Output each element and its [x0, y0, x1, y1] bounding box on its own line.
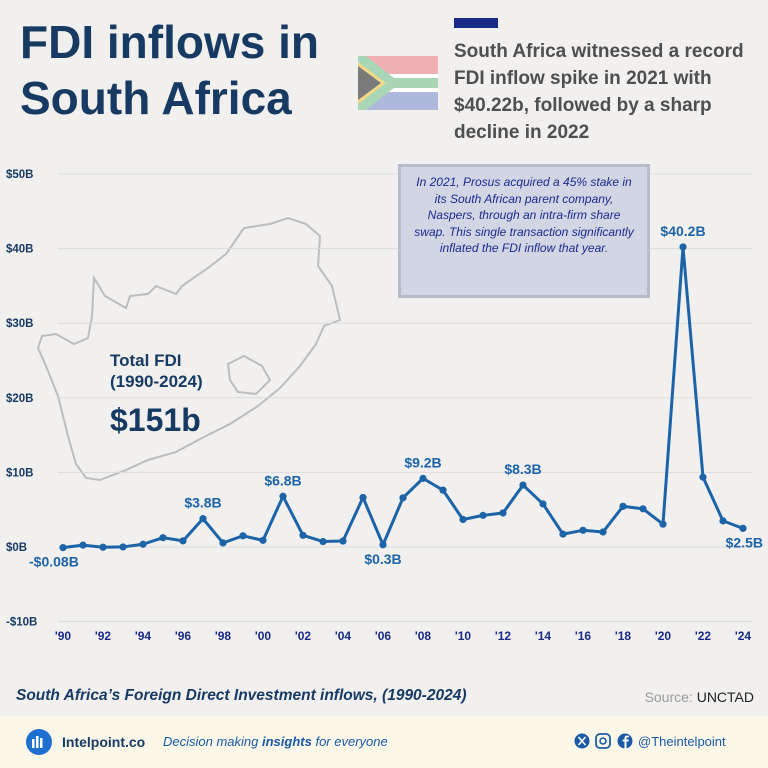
data-point: [439, 486, 447, 494]
x-tick-label: '94: [135, 629, 152, 643]
data-point: [399, 494, 407, 502]
data-point: [259, 536, 267, 544]
x-tick-label: '92: [95, 629, 112, 643]
data-point: [539, 500, 547, 508]
social-handle[interactable]: @Theintelpoint: [638, 734, 726, 749]
x-tick-label: '06: [375, 629, 392, 643]
chart-caption: South Africa’s Foreign Direct Investment…: [16, 687, 467, 704]
annotation-text: In 2021, Prosus acquired a 45% stake in …: [414, 175, 634, 255]
x-tick-label: '20: [655, 629, 672, 643]
data-point: [359, 493, 367, 502]
y-tick-label: $20B: [6, 393, 34, 405]
data-point: [119, 543, 127, 551]
y-tick-label: $0B: [6, 542, 27, 554]
data-point: [59, 543, 67, 552]
x-tick-label: '96: [175, 629, 192, 643]
tagline-bold: insights: [262, 734, 312, 749]
fdi-line-chart: -$10B $0B $10B $20B $30B $40B $50B '90 '92 '94 '96…: [6, 169, 763, 643]
y-tick-label: $50B: [6, 169, 34, 181]
data-point: [79, 541, 87, 549]
x-tick-label: '90: [55, 629, 72, 643]
data-point: [679, 243, 687, 251]
data-point: [219, 539, 227, 547]
x-tick-label: '16: [575, 629, 592, 643]
data-point: [159, 534, 167, 542]
brand-logo-icon[interactable]: [26, 729, 52, 755]
x-tick-label: '10: [455, 629, 472, 643]
data-point: [419, 474, 427, 482]
data-label: -$0.08B: [29, 554, 79, 570]
source-note: Source: UNCTAD: [645, 689, 754, 705]
x-tick-label: '98: [215, 629, 232, 643]
data-point: [739, 524, 747, 532]
page-title: FDI inflows in South Africa: [20, 16, 319, 124]
x-tick-label: '18: [615, 629, 632, 643]
x-tick-label: '04: [335, 629, 352, 643]
data-point: [279, 492, 287, 500]
y-tick-label: -$10B: [6, 617, 37, 629]
data-label: $40.2B: [660, 223, 705, 239]
brand-name[interactable]: Intelpoint.co: [62, 734, 146, 750]
south-africa-map-outline: [36, 216, 342, 482]
data-point: [319, 537, 327, 546]
headline-subtitle: South Africa witnessed a record FDI infl…: [454, 38, 768, 146]
data-label: $2.5B: [726, 534, 763, 550]
data-point: [459, 515, 467, 524]
x-tick-label: '08: [415, 629, 432, 643]
data-point: [499, 509, 507, 517]
data-point: [619, 502, 627, 510]
y-tick-label: $10B: [6, 467, 34, 479]
data-point: [479, 511, 487, 519]
data-point: [659, 520, 667, 528]
y-tick-label: $30B: [6, 318, 34, 330]
annotation-box: In 2021, Prosus acquired a 45% stake in …: [398, 164, 650, 298]
total-fdi-value: $151b: [110, 402, 201, 438]
x-tick-label: '00: [255, 629, 272, 643]
data-point: [719, 517, 727, 525]
x-icon[interactable]: [574, 733, 590, 749]
data-label: $9.2B: [404, 454, 441, 470]
data-label: $3.8B: [184, 495, 221, 511]
data-point: [139, 540, 147, 548]
total-fdi-label: Total FDI (1990-2024): [110, 351, 203, 391]
data-point: [239, 532, 247, 540]
data-point: [699, 473, 707, 481]
data-point: [379, 541, 387, 549]
data-label: $0.3B: [364, 551, 401, 567]
y-tick-label: $40B: [6, 244, 34, 256]
tagline-post: for everyone: [311, 734, 388, 749]
footer-bar: [0, 716, 768, 768]
source-label: Source:: [644, 689, 693, 705]
facebook-icon[interactable]: [617, 733, 633, 749]
instagram-icon[interactable]: [595, 733, 611, 749]
social-icons: [574, 733, 633, 749]
subtitle-text: South Africa witnessed a record FDI infl…: [454, 41, 744, 143]
x-tick-label: '14: [535, 629, 552, 643]
data-point: [179, 537, 187, 545]
data-label: $8.3B: [504, 461, 541, 477]
data-point: [559, 530, 567, 538]
data-point: [339, 537, 347, 545]
south-africa-flag-icon: [358, 56, 438, 110]
data-point: [599, 528, 607, 536]
tagline-pre: Decision making: [163, 734, 262, 749]
data-point: [579, 526, 587, 534]
tagline: Decision making insights for everyone: [163, 734, 388, 749]
data-label: $6.8B: [264, 472, 301, 488]
data-point: [199, 515, 207, 523]
x-tick-label: '12: [495, 629, 512, 643]
source-name: UNCTAD: [696, 689, 754, 705]
data-point: [299, 531, 307, 539]
data-point: [639, 505, 647, 513]
data-point: [519, 481, 527, 489]
x-tick-label: '22: [695, 629, 712, 643]
accent-bar: [454, 18, 498, 28]
x-tick-label: '24: [735, 629, 752, 643]
bar-chart-icon: [32, 736, 43, 748]
x-tick-label: '02: [295, 629, 312, 643]
data-point: [99, 543, 107, 551]
